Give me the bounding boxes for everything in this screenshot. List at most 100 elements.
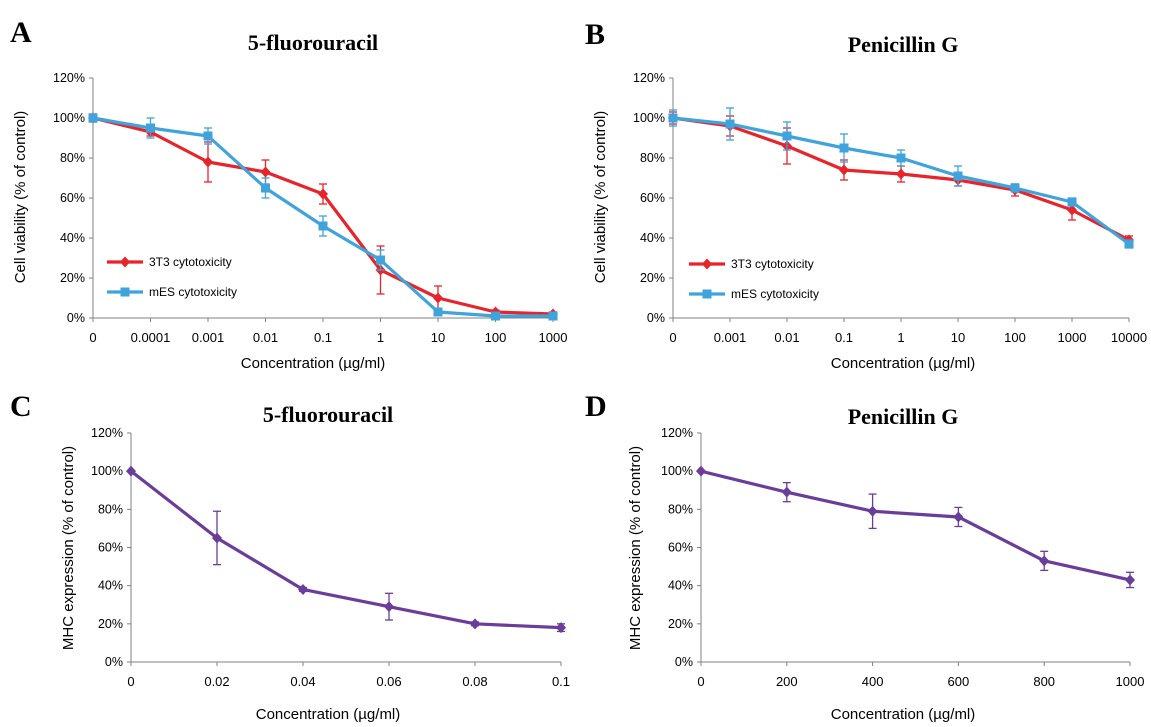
legend-label: mES cytotoxicity	[149, 285, 237, 299]
y-tick-label: 80%	[668, 502, 693, 516]
data-point	[668, 113, 678, 123]
x-tick-label: 0	[697, 674, 704, 689]
chart-panel-b: B Penicillin G 0% 20% 40% 60% 80% 100% 120% 0 0.00…	[585, 18, 1147, 372]
x-tick-label: 0.01	[774, 330, 799, 345]
x-tick-label: 0.1	[552, 674, 570, 689]
data-point	[212, 532, 222, 544]
legend-marker	[702, 258, 712, 270]
y-tick-label: 100%	[661, 464, 693, 478]
data-point	[1125, 574, 1135, 586]
chart-title: Penicillin G	[848, 32, 959, 57]
x-tick-label: 1000	[1058, 330, 1087, 345]
series-line	[130, 469, 562, 630]
data-point	[725, 119, 735, 129]
data-point	[839, 164, 849, 176]
x-tick-label: 1000	[1116, 674, 1145, 689]
x-tick-label: 0	[669, 330, 676, 345]
y-tick-label: 20%	[60, 271, 85, 285]
y-tick-label: 40%	[98, 579, 123, 593]
series-1	[668, 111, 1134, 246]
series-2	[668, 107, 1134, 249]
data-point	[1039, 555, 1050, 567]
data-point	[203, 156, 213, 168]
x-tick-label: 0	[89, 330, 96, 345]
legend: 3T3 cytotoxicity mES cytotoxicity	[107, 255, 237, 299]
x-tick-label: 600	[948, 674, 970, 689]
x-tick-label: 0.06	[376, 674, 401, 689]
x-tick-label: 100	[485, 330, 507, 345]
y-tick-label: 60%	[98, 541, 123, 555]
y-tick-label: 40%	[640, 231, 665, 245]
data-point	[433, 292, 443, 304]
chart-title: 5-fluorouracil	[248, 30, 378, 55]
data-point	[491, 311, 500, 321]
data-point	[896, 153, 906, 163]
x-axis-label: Concentration (µg/ml)	[831, 706, 976, 723]
data-point	[896, 168, 906, 180]
x-tick-label: 0.001	[714, 330, 747, 345]
legend-label: mES cytotoxicity	[731, 287, 819, 301]
data-point	[126, 465, 136, 477]
data-point	[433, 307, 443, 317]
x-tick-label: 0.04	[290, 674, 315, 689]
y-tick-label: 0%	[67, 311, 85, 325]
data-point	[384, 601, 394, 613]
x-tick-label: 10	[951, 330, 965, 345]
x-tick-label: 0.001	[192, 330, 225, 345]
legend-label: 3T3 cytotoxicity	[731, 257, 814, 271]
y-tick-label: 120%	[91, 426, 123, 440]
y-tick-label: 60%	[668, 541, 693, 555]
data-point	[318, 188, 328, 200]
x-tick-label: 1000	[539, 330, 568, 345]
x-tick-label: 0.1	[314, 330, 332, 345]
y-tick-label: 60%	[60, 191, 85, 205]
y-tick-label: 120%	[661, 426, 693, 440]
y-tick-label: 0%	[105, 655, 123, 669]
data-point	[782, 131, 792, 141]
legend-label: 3T3 cytotoxicity	[149, 255, 232, 269]
x-axis-label: Concentration (µg/ml)	[241, 355, 386, 372]
data-point	[781, 486, 792, 498]
series-line	[700, 469, 1131, 582]
series-1	[126, 465, 566, 634]
data-point	[376, 255, 385, 265]
x-tick-label: 0.08	[462, 674, 487, 689]
chart-title: Penicillin G	[848, 404, 959, 429]
y-tick-label: 60%	[640, 191, 665, 205]
y-tick-label: 20%	[640, 271, 665, 285]
legend-marker	[120, 287, 130, 297]
data-point	[261, 183, 270, 193]
y-tick-label: 40%	[60, 231, 85, 245]
data-point	[953, 511, 964, 523]
panel-letter: D	[585, 390, 607, 423]
y-tick-label: 0%	[647, 311, 665, 325]
data-point	[556, 622, 566, 634]
data-point	[1124, 239, 1134, 249]
y-axis-label: MHC expression (% of control)	[60, 446, 77, 650]
data-point	[470, 618, 480, 630]
x-tick-label: 10	[431, 330, 445, 345]
data-point	[88, 113, 98, 123]
series-2	[88, 113, 558, 321]
x-tick-label: 10000	[1111, 330, 1147, 345]
x-tick-label: 0.01	[253, 330, 278, 345]
data-point	[1010, 183, 1020, 193]
data-point	[318, 221, 328, 231]
x-tick-label: 400	[862, 674, 884, 689]
y-tick-label: 20%	[668, 617, 693, 631]
y-axis-label: MHC expression (% of control)	[627, 446, 644, 650]
chart-panel-a: A 5-fluorouracil 0% 20% 40% 60% 80% 100% 120% 0 0.…	[10, 16, 567, 372]
y-tick-label: 100%	[53, 111, 85, 125]
panel-letter: B	[585, 18, 605, 51]
y-tick-label: 100%	[91, 464, 123, 478]
x-axis-label: Concentration (µg/ml)	[256, 706, 401, 723]
data-point	[867, 505, 878, 517]
y-tick-label: 0%	[675, 655, 693, 669]
data-point	[839, 143, 849, 153]
x-tick-label: 1	[377, 330, 384, 345]
x-tick-label: 1	[897, 330, 904, 345]
x-tick-label: 200	[776, 674, 798, 689]
data-point	[953, 171, 963, 181]
data-point	[696, 465, 706, 477]
